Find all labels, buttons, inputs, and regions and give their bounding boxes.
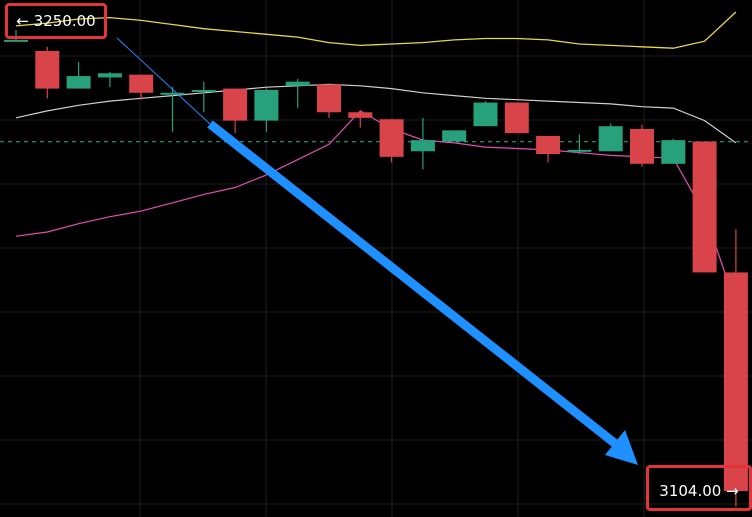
candle-body-6 [191,89,216,92]
candle-body-2 [66,76,91,89]
start-price-label: ← 3250.00 [5,3,107,39]
candle-23 [723,229,748,507]
end-price-value: 3104.00 [659,482,722,500]
candle-body-10 [317,84,341,113]
candle-body-3 [97,73,122,78]
candle-17 [536,135,561,163]
candle-body-18 [567,149,592,152]
start-price-value: 3250.00 [33,12,96,30]
candle-2 [66,62,91,89]
candles [4,30,748,507]
candle-21 [661,138,686,164]
lower-band-line [15,110,737,305]
arrow-shaft [207,120,620,449]
candle-3 [97,71,122,88]
candle-body-11 [348,112,373,118]
candle-body-22 [692,141,717,273]
candle-11 [348,110,373,128]
candle-body-9 [285,81,310,86]
upper-band-line [15,11,737,49]
candle-body-15 [473,102,498,127]
candle-body-19 [598,126,623,152]
candle-body-14 [442,130,467,142]
trend-arrow [116,37,638,465]
candle-body-4 [129,74,154,93]
candle-9 [285,78,310,109]
candle-body-23 [723,272,748,492]
candle-19 [598,123,623,152]
candle-12 [379,119,404,163]
candle-body-16 [504,102,529,134]
candle-18 [567,134,592,155]
candle-8 [254,88,279,132]
candle-body-20 [630,128,654,164]
candle-10 [317,84,341,118]
candle-6 [191,81,216,113]
middle-band-line [15,83,737,144]
end-price-label: 3104.00 → [646,465,752,511]
candle-13 [410,117,435,170]
arrow-head [605,430,638,465]
candle-1 [35,46,60,99]
arrow-tail-line [116,37,211,125]
candle-body-13 [410,140,435,152]
candle-body-17 [536,135,561,155]
candle-body-21 [661,140,686,164]
candle-body-0 [4,39,28,42]
candle-body-1 [35,50,60,89]
candle-5 [160,87,185,132]
candle-22 [692,141,717,273]
right-arrow-icon: → [726,482,739,500]
candle-7 [223,88,248,134]
left-arrow-icon: ← [16,12,29,30]
candle-body-5 [160,92,185,95]
candle-4 [129,74,154,100]
candle-16 [504,102,529,134]
candle-14 [442,130,467,142]
candle-body-7 [223,88,248,121]
candle-body-8 [254,89,279,121]
candle-20 [630,124,654,167]
candle-body-12 [379,119,404,157]
candle-15 [473,101,498,127]
bollinger-bands [15,11,737,305]
